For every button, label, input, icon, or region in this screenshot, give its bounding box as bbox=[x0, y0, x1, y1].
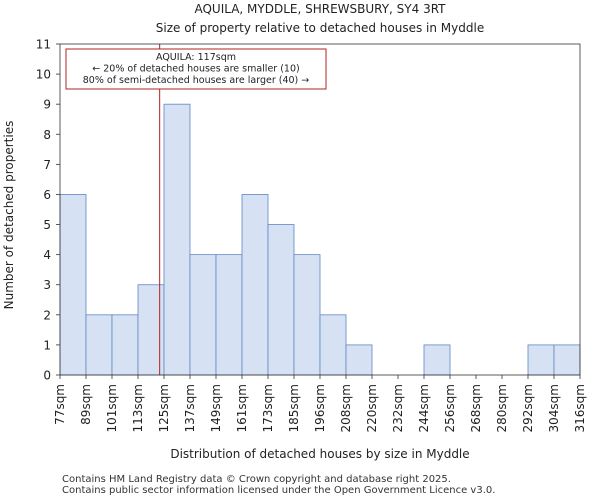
x-axis-label: Distribution of detached houses by size … bbox=[170, 447, 469, 461]
x-axis: 77sqm 89sqm 101sqm 113sqm 125sqm 137sqm 149sqm… bbox=[53, 375, 587, 432]
x-tick-label: 316sqm bbox=[573, 384, 587, 432]
y-tick-label: 0 bbox=[43, 369, 51, 383]
x-tick-label: 196sqm bbox=[313, 384, 327, 432]
footer-line-1: Contains HM Land Registry data © Crown c… bbox=[62, 474, 451, 485]
y-tick-label: 3 bbox=[43, 278, 51, 292]
y-tick-label: 6 bbox=[43, 188, 51, 202]
y-tick-label: 1 bbox=[43, 338, 51, 352]
y-tick-label: 5 bbox=[43, 218, 51, 232]
x-tick-label: 77sqm bbox=[53, 384, 67, 425]
x-tick-label: 101sqm bbox=[105, 384, 119, 432]
bar-185sqm bbox=[293, 254, 321, 376]
x-tick-label: 113sqm bbox=[131, 384, 145, 432]
x-tick-label: 137sqm bbox=[183, 384, 197, 432]
chart-title: AQUILA, MYDDLE, SHREWSBURY, SY4 3RT bbox=[194, 2, 446, 16]
y-axis: 0 1 2 3 4 5 6 7 8 9 10 11 bbox=[36, 38, 60, 383]
x-tick-label: 244sqm bbox=[417, 384, 431, 432]
y-axis-label: Number of detached properties bbox=[2, 121, 16, 310]
x-tick-label: 149sqm bbox=[209, 384, 223, 432]
x-tick-label: 268sqm bbox=[469, 384, 483, 432]
marker-annotation: AQUILA: 117sqm← 20% of detached houses a… bbox=[65, 48, 327, 90]
y-tick-label: 10 bbox=[36, 68, 51, 82]
annotation-box bbox=[65, 48, 327, 90]
annotation-line: 80% of semi-detached houses are larger (… bbox=[83, 75, 310, 86]
x-tick-label: 280sqm bbox=[495, 384, 509, 432]
annotation-line: AQUILA: 117sqm bbox=[156, 52, 236, 63]
histogram-chart: AQUILA, MYDDLE, SHREWSBURY, SY4 3RT Size… bbox=[2, 2, 587, 461]
bar-77sqm bbox=[59, 194, 87, 376]
annotation-line: ← 20% of detached houses are smaller (10… bbox=[92, 64, 299, 75]
x-tick-label: 304sqm bbox=[547, 384, 561, 432]
y-tick-label: 4 bbox=[43, 248, 51, 262]
x-tick-label: 220sqm bbox=[365, 384, 379, 432]
bar-196sqm bbox=[319, 314, 347, 376]
y-tick-label: 9 bbox=[43, 98, 51, 112]
footer-line-2: Contains public sector information licen… bbox=[62, 485, 496, 496]
chart-subtitle: Size of property relative to detached ho… bbox=[156, 21, 484, 35]
x-tick-label: 173sqm bbox=[261, 384, 275, 432]
y-tick-label: 7 bbox=[43, 158, 51, 172]
bar-149sqm bbox=[215, 254, 243, 376]
bar-173sqm bbox=[267, 224, 295, 376]
y-tick-label: 2 bbox=[43, 308, 51, 322]
x-tick-label: 89sqm bbox=[79, 384, 93, 425]
x-tick-label: 125sqm bbox=[157, 384, 171, 432]
footer-attribution: Contains HM Land Registry data © Crown c… bbox=[62, 474, 495, 496]
bar-161sqm bbox=[241, 194, 269, 376]
y-tick-label: 8 bbox=[43, 128, 51, 142]
bar-101sqm bbox=[111, 314, 139, 376]
bar-208sqm bbox=[345, 344, 373, 376]
bar-292sqm bbox=[527, 344, 555, 376]
bar-244sqm bbox=[423, 344, 451, 376]
bar-89sqm bbox=[85, 314, 113, 376]
x-tick-label: 185sqm bbox=[287, 384, 301, 432]
x-tick-label: 161sqm bbox=[235, 384, 249, 432]
bars bbox=[59, 103, 581, 376]
bar-304sqm bbox=[553, 344, 581, 376]
y-tick-label: 11 bbox=[36, 38, 51, 52]
bar-125sqm bbox=[163, 103, 191, 376]
bar-137sqm bbox=[189, 254, 217, 376]
x-tick-label: 208sqm bbox=[339, 384, 353, 432]
x-tick-label: 256sqm bbox=[443, 384, 457, 432]
x-tick-label: 292sqm bbox=[521, 384, 535, 432]
x-tick-label: 232sqm bbox=[391, 384, 405, 432]
